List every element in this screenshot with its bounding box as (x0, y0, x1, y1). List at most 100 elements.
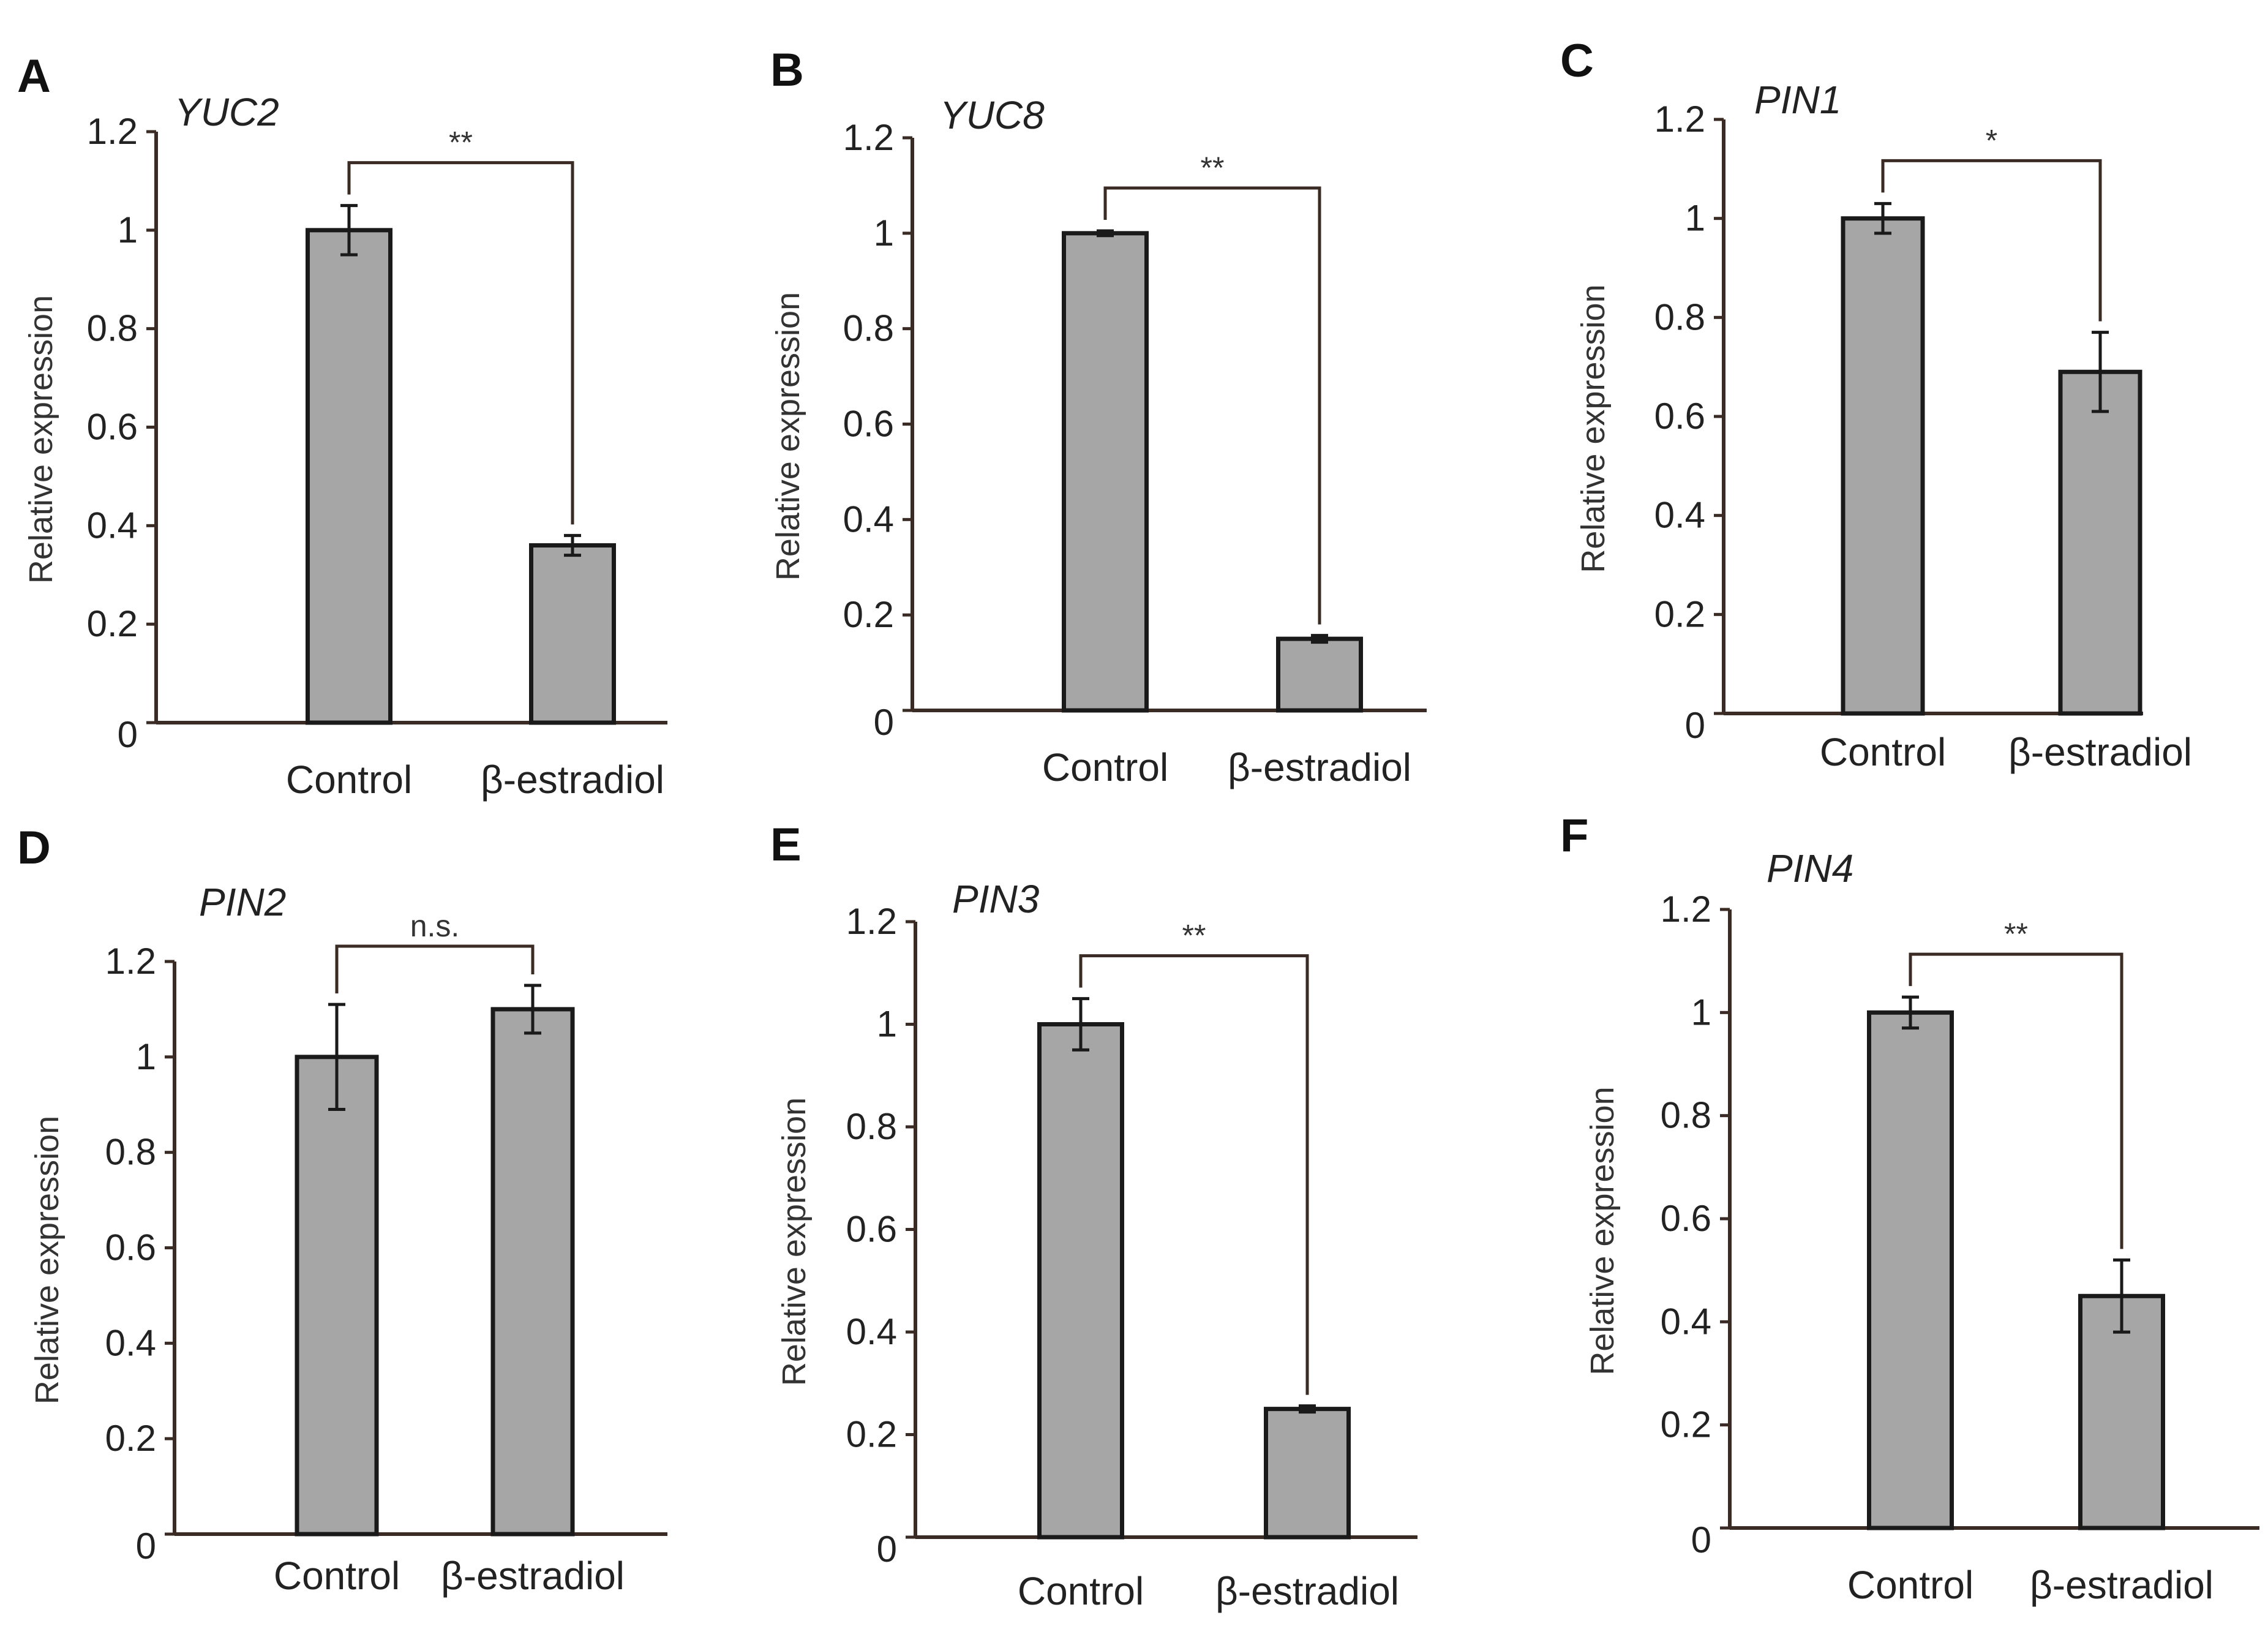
significance-label: * (1986, 123, 1997, 157)
gene-title: YUC2 (175, 90, 279, 134)
category-label: Control (1042, 745, 1168, 789)
category-label: β-estradiol (2008, 730, 2192, 774)
panel-letter: F (1560, 810, 1588, 862)
gene-title: PIN4 (1767, 846, 1853, 890)
y-axis-label: Relative expression (1575, 284, 1612, 573)
y-tick-label: 1.2 (846, 901, 897, 942)
y-tick-label: 0 (877, 1529, 897, 1570)
y-tick-label: 1.2 (87, 111, 138, 152)
y-axis-label: Relative expression (29, 1116, 66, 1404)
significance-bracket (1881, 159, 2102, 322)
category-label: Control (1018, 1569, 1144, 1613)
y-tick-label: 0.4 (843, 499, 894, 540)
chart-panel-f: F PIN4 Relative expression 0 0.2 0.4 0.6 0.8 1 1.… (1560, 810, 2259, 1607)
bar-estradiol (490, 1007, 575, 1537)
significance-bracket (1909, 952, 2123, 1249)
bar-estradiol (1276, 636, 1363, 713)
y-tick-label: 1 (877, 1004, 897, 1045)
chart-panel-e: E PIN3 Relative expression 0 0.2 0.4 0.6 0.8 1 1.… (770, 819, 1418, 1613)
significance-bracket (1103, 186, 1321, 625)
y-tick-label: 0.8 (87, 308, 138, 349)
y-tick-label: 0.4 (846, 1311, 897, 1352)
y-tick-label: 0.6 (843, 404, 894, 445)
y-tick-label: 0.2 (843, 594, 894, 635)
chart-panel-b: B YUC8 Relative expression 0 0.2 0.4 0.6 0.8 1 1.… (770, 44, 1427, 789)
y-tick-label: 0.4 (1654, 495, 1705, 536)
y-tick-label: 0.6 (1654, 396, 1705, 437)
category-label: Control (1820, 730, 1946, 774)
significance-bracket (347, 161, 574, 525)
category-label: β-estradiol (441, 1554, 625, 1598)
bar-control (306, 228, 392, 725)
gene-title: PIN2 (199, 880, 286, 924)
significance-label: ** (1201, 151, 1225, 185)
gene-title: YUC8 (940, 93, 1045, 137)
y-axis-label: Relative expression (23, 295, 59, 584)
y-tick-label: 1 (136, 1036, 156, 1077)
y-tick-label: 0 (1685, 705, 1705, 746)
y-tick-label: 1.2 (843, 117, 894, 158)
y-tick-label: 0.2 (87, 603, 138, 644)
y-axis-label: Relative expression (776, 1097, 813, 1386)
category-label: Control (274, 1554, 400, 1598)
y-tick-label: 0.6 (105, 1227, 156, 1268)
gene-title: PIN3 (952, 877, 1040, 921)
category-label: Control (1847, 1563, 1973, 1607)
panel-letter: E (770, 819, 802, 871)
bar-control (1867, 1010, 1954, 1530)
y-tick-label: 0.4 (105, 1322, 156, 1363)
y-tick-label: 0.4 (1661, 1301, 1711, 1342)
y-tick-label: 1.2 (1661, 889, 1711, 930)
category-label: β-estradiol (481, 758, 664, 802)
panel-letter: B (770, 44, 804, 96)
y-tick-label: 0.2 (105, 1418, 156, 1459)
y-tick-label: 0.8 (1654, 296, 1705, 337)
y-tick-label: 0.6 (1661, 1198, 1711, 1239)
bar-control (1841, 216, 1925, 716)
significance-label: ** (2004, 917, 2028, 951)
significance-bracket (335, 944, 535, 994)
chart-panel-c: C PIN1 Relative expression 0 0.2 0.4 0.6 0.8 1 1.… (1560, 35, 2192, 774)
category-label: Control (286, 758, 412, 802)
significance-label: ** (449, 126, 473, 160)
panel-letter: D (17, 822, 51, 874)
y-tick-label: 1 (118, 209, 138, 250)
bar-control (1037, 1022, 1124, 1540)
y-tick-label: 0.8 (846, 1106, 897, 1147)
bar-estradiol (1264, 1407, 1351, 1540)
y-tick-label: 0.4 (87, 505, 138, 546)
significance-label: n.s. (410, 909, 460, 943)
bar-estradiol (2058, 369, 2142, 716)
y-tick-label: 0.2 (1661, 1404, 1711, 1445)
bar-control (295, 1055, 379, 1537)
y-axis-label: Relative expression (1584, 1086, 1621, 1375)
y-tick-label: 0 (118, 714, 138, 755)
y-tick-label: 0.6 (846, 1209, 897, 1250)
y-tick-label: 0.6 (87, 407, 138, 448)
category-label: β-estradiol (1215, 1569, 1399, 1613)
category-label: β-estradiol (2030, 1563, 2214, 1607)
y-tick-label: 0 (136, 1526, 156, 1567)
y-tick-label: 0 (1691, 1519, 1711, 1560)
bar-estradiol (529, 543, 616, 725)
y-tick-label: 0 (874, 702, 894, 743)
y-tick-label: 1 (1691, 992, 1711, 1033)
panel-letter: A (17, 50, 51, 102)
gene-title: PIN1 (1754, 78, 1841, 122)
significance-label: ** (1182, 919, 1206, 953)
chart-panel-d: D PIN2 Relative expression 0 0.2 0.4 0.6 0.8 1 1.… (17, 822, 667, 1598)
y-tick-label: 1.2 (105, 941, 156, 982)
category-label: β-estradiol (1228, 745, 1411, 789)
y-tick-label: 1 (874, 213, 894, 254)
chart-panel-a: A YUC2 Relative expression 0 0.2 0.4 0.6 0.8 1 1.… (17, 50, 667, 802)
y-tick-label: 1.2 (1654, 99, 1705, 140)
y-tick-label: 0.2 (1654, 593, 1705, 634)
y-tick-label: 0.8 (105, 1132, 156, 1173)
bar-control (1062, 231, 1149, 713)
panel-letter: C (1560, 35, 1594, 87)
y-tick-label: 0.8 (1661, 1095, 1711, 1136)
y-tick-label: 0.2 (846, 1414, 897, 1455)
significance-bracket (1079, 954, 1309, 1395)
